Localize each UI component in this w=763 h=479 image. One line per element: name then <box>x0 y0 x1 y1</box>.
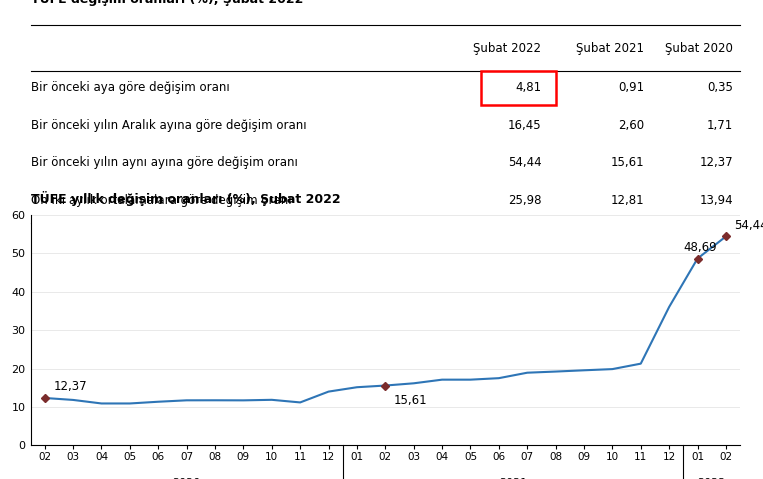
Text: 2021: 2021 <box>499 478 527 479</box>
Text: Bir önceki aya göre değişim oranı: Bir önceki aya göre değişim oranı <box>31 81 229 94</box>
Text: 2,60: 2,60 <box>618 119 644 132</box>
Text: 12,81: 12,81 <box>610 194 644 207</box>
Text: Bir önceki yılın Aralık ayına göre değişim oranı: Bir önceki yılın Aralık ayına göre değiş… <box>31 119 306 132</box>
Text: 54,44: 54,44 <box>508 156 542 170</box>
Text: Şubat 2022: Şubat 2022 <box>473 42 542 55</box>
Text: 2020: 2020 <box>172 478 201 479</box>
Text: 1,71: 1,71 <box>707 119 733 132</box>
Text: 2022: 2022 <box>697 478 726 479</box>
Text: 12,37: 12,37 <box>53 380 87 393</box>
Text: 16,45: 16,45 <box>508 119 542 132</box>
Text: 48,69: 48,69 <box>684 241 717 254</box>
Text: 4,81: 4,81 <box>515 81 542 94</box>
Text: Şubat 2021: Şubat 2021 <box>576 42 644 55</box>
Text: 0,91: 0,91 <box>618 81 644 94</box>
Text: Şubat 2020: Şubat 2020 <box>665 42 733 55</box>
Text: 13,94: 13,94 <box>700 194 733 207</box>
Text: 12,37: 12,37 <box>700 156 733 170</box>
Text: On iki aylık ortalamalara göre değişim oranı: On iki aylık ortalamalara göre değişim o… <box>31 194 291 207</box>
Text: 15,61: 15,61 <box>394 394 427 407</box>
Text: 54,44: 54,44 <box>735 219 763 232</box>
Text: Bir önceki yılın aynı ayına göre değişim oranı: Bir önceki yılın aynı ayına göre değişim… <box>31 156 298 170</box>
Text: 0,35: 0,35 <box>707 81 733 94</box>
Text: TÜFE yıllık değişim oranları (%), Şubat 2022: TÜFE yıllık değişim oranları (%), Şubat … <box>31 191 340 206</box>
Text: 25,98: 25,98 <box>508 194 542 207</box>
Text: 15,61: 15,61 <box>610 156 644 170</box>
Text: TÜFE değişim oranları (%), Şubat 2022: TÜFE değişim oranları (%), Şubat 2022 <box>31 0 303 6</box>
